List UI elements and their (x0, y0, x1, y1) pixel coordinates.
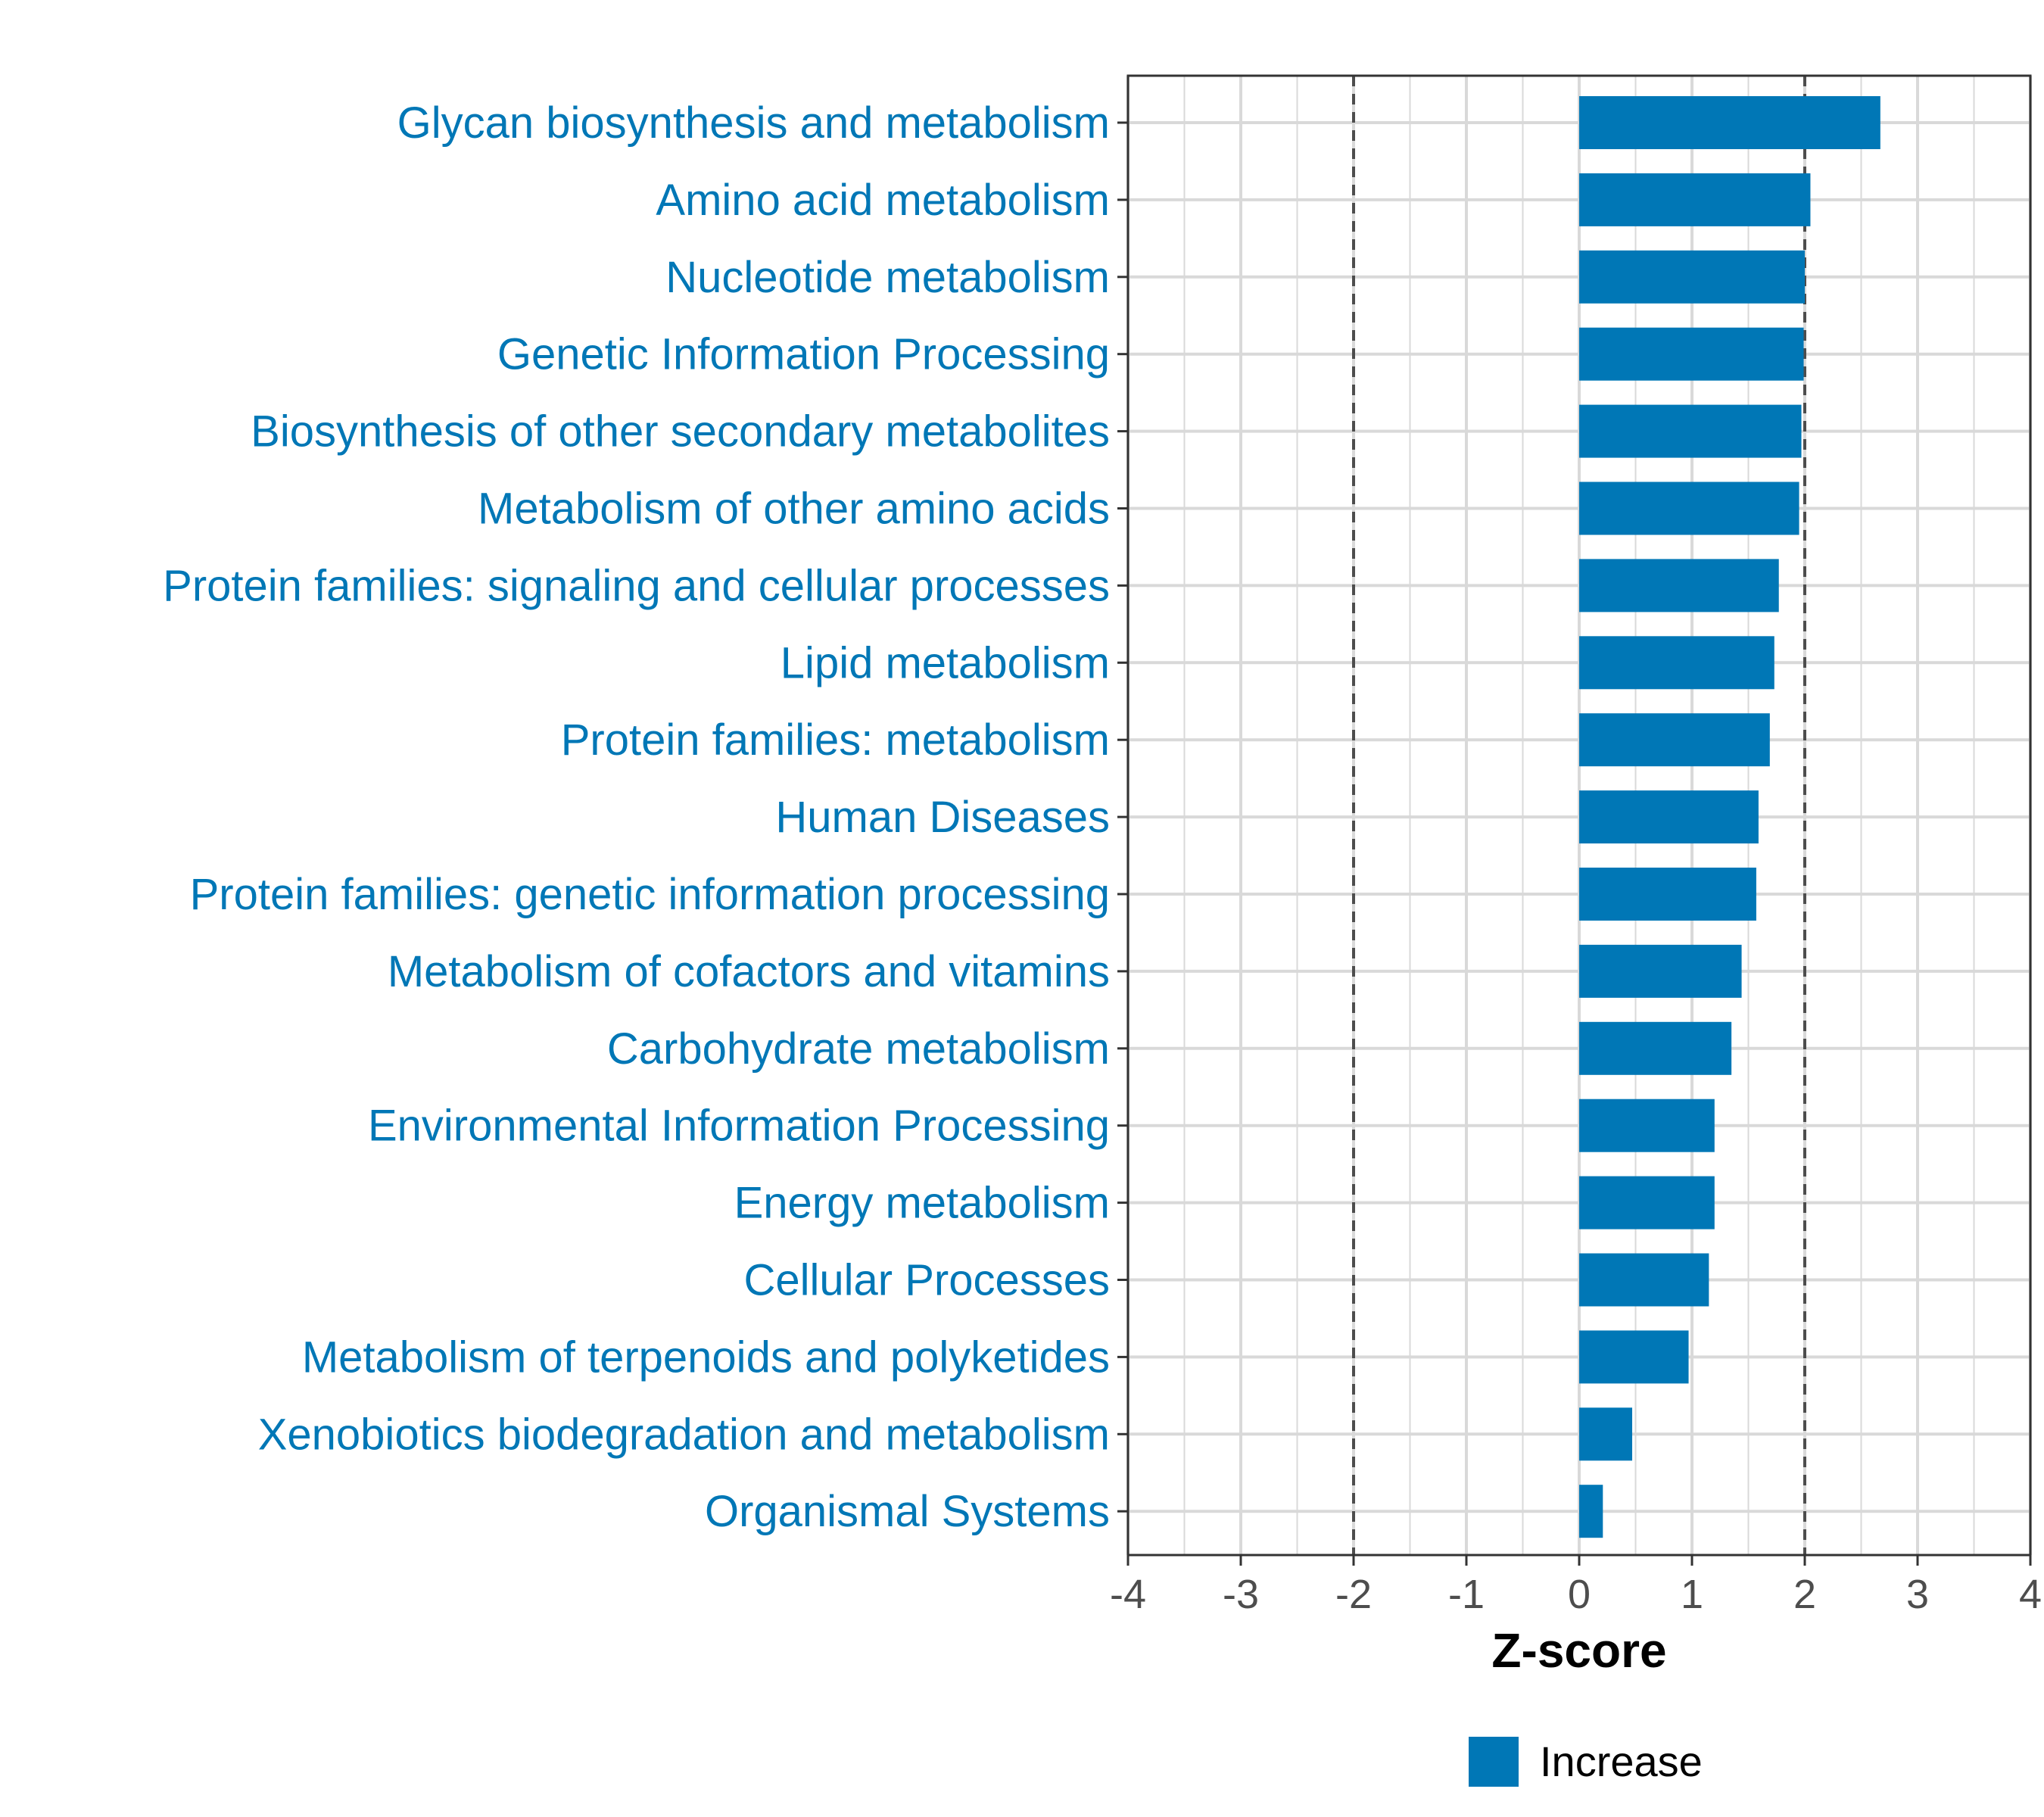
category-label: Glycan biosynthesis and metabolism (397, 98, 1110, 148)
x-tick-label: 2 (1793, 1572, 1816, 1617)
category-label: Metabolism of terpenoids and polyketides (302, 1332, 1110, 1382)
bar (1579, 1021, 1732, 1075)
category-label: Protein families: signaling and cellular… (163, 561, 1110, 610)
bar (1579, 173, 1811, 226)
x-tick-label: -3 (1223, 1572, 1259, 1617)
bar (1579, 559, 1779, 612)
category-label: Protein families: metabolism (561, 715, 1110, 765)
x-axis-tick-labels: -4 -3 -2 -1 0 1 2 3 4 (1110, 1572, 2042, 1617)
category-label: Metabolism of cofactors and vitamins (388, 947, 1110, 996)
bar (1579, 1330, 1689, 1384)
x-tick-label: -1 (1448, 1572, 1485, 1617)
category-label: Organismal Systems (705, 1487, 1110, 1536)
legend-label-increase: Increase (1540, 1738, 1703, 1785)
category-label: Energy metabolism (734, 1179, 1110, 1228)
x-tick-label: 4 (2019, 1572, 2042, 1617)
bar (1579, 713, 1770, 767)
bar (1579, 868, 1756, 921)
bar (1579, 250, 1805, 304)
category-label: Human Diseases (775, 793, 1110, 842)
bar (1579, 327, 1804, 381)
x-axis-title: Z-score (1491, 1623, 1666, 1678)
category-label: Genetic Information Processing (497, 330, 1110, 379)
x-tick-label: 1 (1681, 1572, 1703, 1617)
bar (1579, 1253, 1709, 1307)
category-label: Metabolism of other amino acids (478, 485, 1110, 534)
bar (1579, 482, 1799, 535)
bar (1579, 790, 1759, 844)
legend: Increase (1469, 1737, 1703, 1787)
reference-lines (1352, 76, 1806, 1555)
category-label: Environmental Information Processing (368, 1102, 1110, 1151)
bars (1579, 96, 1880, 1538)
bar (1579, 1176, 1715, 1230)
bar (1579, 1485, 1603, 1538)
category-label: Amino acid metabolism (656, 176, 1110, 225)
category-label: Carbohydrate metabolism (607, 1024, 1110, 1074)
category-labels: Glycan biosynthesis and metabolism Amino … (163, 98, 1110, 1536)
x-tick-label: -4 (1110, 1572, 1146, 1617)
x-tick-label: -2 (1335, 1572, 1372, 1617)
category-label: Protein families: genetic information pr… (190, 870, 1110, 919)
bar (1579, 944, 1742, 998)
category-label: Lipid metabolism (781, 638, 1110, 687)
y-axis-ticks (1117, 121, 1128, 1513)
bar (1579, 1099, 1715, 1152)
category-label: Biosynthesis of other secondary metaboli… (251, 407, 1110, 457)
bar (1579, 636, 1774, 690)
bar (1579, 404, 1802, 458)
x-tick-label: 0 (1568, 1572, 1591, 1617)
category-label: Cellular Processes (743, 1256, 1110, 1305)
x-axis-ticks (1126, 1555, 2032, 1566)
category-label: Nucleotide metabolism (665, 253, 1110, 302)
bar (1579, 1407, 1633, 1461)
x-tick-label: 3 (1906, 1572, 1929, 1617)
legend-swatch-increase (1469, 1737, 1519, 1787)
category-label: Xenobiotics biodegradation and metabolis… (258, 1410, 1110, 1459)
bar (1579, 96, 1880, 149)
